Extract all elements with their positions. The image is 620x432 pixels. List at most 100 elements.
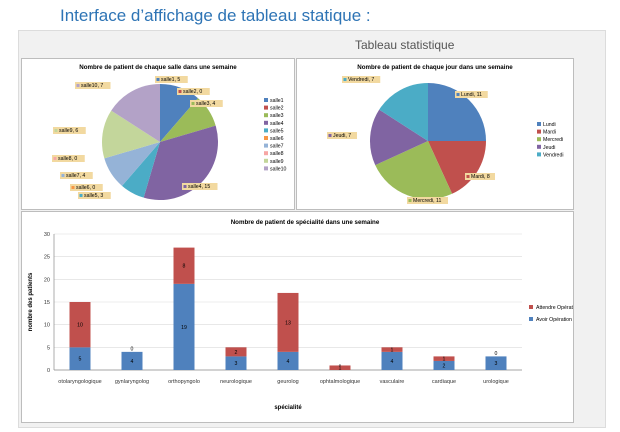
data-label-salle10: salle10, 7 [81,83,103,89]
bar-urologique-avoir-operation [485,356,507,370]
bar-value-ophtalmologique-attendre-operation: 1 [339,366,342,372]
x-tick-vasculaire: vasculaire [380,379,405,385]
y-tick-25: 25 [44,255,50,261]
legend-swatch-attendre-operation [529,305,533,309]
legend-entry-salle4: salle4 [270,121,284,127]
x-tick-geurolog: geurolog [277,379,298,385]
bar-vasculaire-avoir-operation [381,351,403,370]
data-label-box [177,88,210,95]
bar-value-orthopyngolo-attendre-operation: 8 [183,264,186,270]
bar-otolaryngologique-attendre-operation [69,302,91,348]
pie-slice-vendredi [379,83,428,141]
data-label-box [182,183,218,190]
bar-vasculaire-attendre-operation [381,347,403,352]
data-label-salle8: salle8, 0 [58,156,77,162]
data-label-box [75,82,111,89]
rooms-pie-chart-panel: Nombre de patient de chaque salle dans u… [21,58,295,210]
bar-value-geurolog-attendre-operation: 13 [285,320,291,326]
data-label-key [71,186,75,189]
data-label-key [61,174,65,177]
legend-swatch-salle6 [264,136,268,140]
bar-value-gynlaryngolog-avoir-operation: 4 [131,359,134,365]
data-label-key [343,78,347,81]
x-tick-cardiaque: cardiaque [432,379,456,385]
data-label-jeudi: Jeudi, 7 [333,133,351,139]
bar-gynlaryngolog-avoir-operation [121,351,143,370]
data-label-salle2: salle2, 0 [183,89,202,95]
screenshot-caption: Tableau statistique [355,38,455,52]
y-tick-10: 10 [44,323,50,329]
bar-orthopyngolo-avoir-operation [173,283,195,370]
chart-title: Nombre de patient de spécialité dans une… [231,219,380,226]
data-label-salle1: salle1, 5 [161,77,180,83]
rooms-pie-chart: Nombre de patient de chaque salle dans u… [52,64,287,200]
legend-entry-salle2: salle2 [270,106,284,112]
bar-value-neurologique-avoir-operation: 3 [235,361,238,367]
data-label-key [53,157,57,160]
x-tick-ophtalmologique: ophtalmologique [320,379,360,385]
pie-slice-salle4 [143,125,218,200]
legend-swatch-vendredi [537,152,541,157]
y-axis-title: nombre des patients [28,272,34,331]
data-label-key [183,185,187,188]
pie-slice-mardi [428,141,486,194]
legend-swatch-salle7 [264,143,268,148]
legend-swatch-salle4 [264,120,268,125]
data-label-salle3: salle3, 4 [196,101,215,107]
bar-geurolog-avoir-operation [277,351,299,370]
specialty-bar-chart: Nombre de patient de spécialité dans une… [28,219,573,411]
legend-entry-vendredi: Vendredi [543,152,563,158]
data-label-key [466,175,470,178]
y-tick-0: 0 [47,368,50,374]
pie-slice-lundi [428,83,486,141]
data-label-box [342,76,381,83]
bar-cardiaque-avoir-operation [433,360,455,370]
data-label-salle5: salle5, 3 [84,193,103,199]
data-label-salle4: salle4, 15 [188,184,210,190]
y-tick-30: 30 [44,232,50,238]
x-tick-orthopyngolo: orthopyngolo [168,379,200,385]
bar-value-cardiaque-attendre-operation: 1 [443,357,446,363]
legend-swatch-salle8 [264,151,268,156]
chart-title: Nombre de patient de chaque salle dans u… [79,64,237,71]
bar-ophtalmologique-attendre-operation [329,365,351,370]
data-label-key [79,194,83,197]
legend-swatch-lundi [537,122,541,126]
bar-value-cardiaque-avoir-operation: 2 [443,363,446,369]
data-label-box [327,132,357,139]
y-tick-5: 5 [47,345,50,351]
data-label-box [465,173,495,180]
bar-value-otolaryngologique-avoir-operation: 5 [79,357,82,363]
data-label-salle7: salle7, 4 [66,173,85,179]
pie-slice-jeudi [370,109,428,166]
bar-value-otolaryngologique-attendre-operation: 10 [77,323,83,329]
data-label-salle6: salle6, 0 [76,185,95,191]
bar-otolaryngologique-avoir-operation [69,347,91,370]
x-tick-urologique: urologique [483,379,509,385]
legend-entry-salle7: salle7 [270,144,284,150]
data-label-key [178,90,182,93]
pie-slice-mercredi [375,141,453,199]
pie-slice-salle5 [122,142,160,198]
bar-value-gynlaryngolog-attendre-operation: 0 [131,346,134,352]
data-label-vendredi: Vendredi, 7 [348,77,374,83]
y-tick-20: 20 [44,277,50,283]
data-label-key [76,84,80,87]
data-label-box [78,192,111,199]
bar-value-urologique-avoir-operation: 3 [495,361,498,367]
data-label-key [54,129,58,132]
legend-entry-salle8: salle8 [270,151,284,157]
data-label-key [408,199,412,202]
data-label-lundi: Lundi, 11 [461,92,482,98]
bar-value-vasculaire-attendre-operation: 1 [391,348,394,354]
data-label-key [328,134,332,137]
legend-swatch-salle1 [264,98,268,102]
bar-orthopyngolo-attendre-operation [173,247,195,284]
x-tick-neurologique: neurologique [220,379,252,385]
legend-entry-salle3: salle3 [270,113,284,119]
chart-title: Nombre de patient de chaque jour dans un… [357,64,513,71]
legend-entry-mercredi: Mercredi [543,137,563,143]
data-label-key [191,102,195,105]
x-axis-title: spécialité [274,405,302,411]
legend-entry-lundi: Lundi [543,122,556,128]
